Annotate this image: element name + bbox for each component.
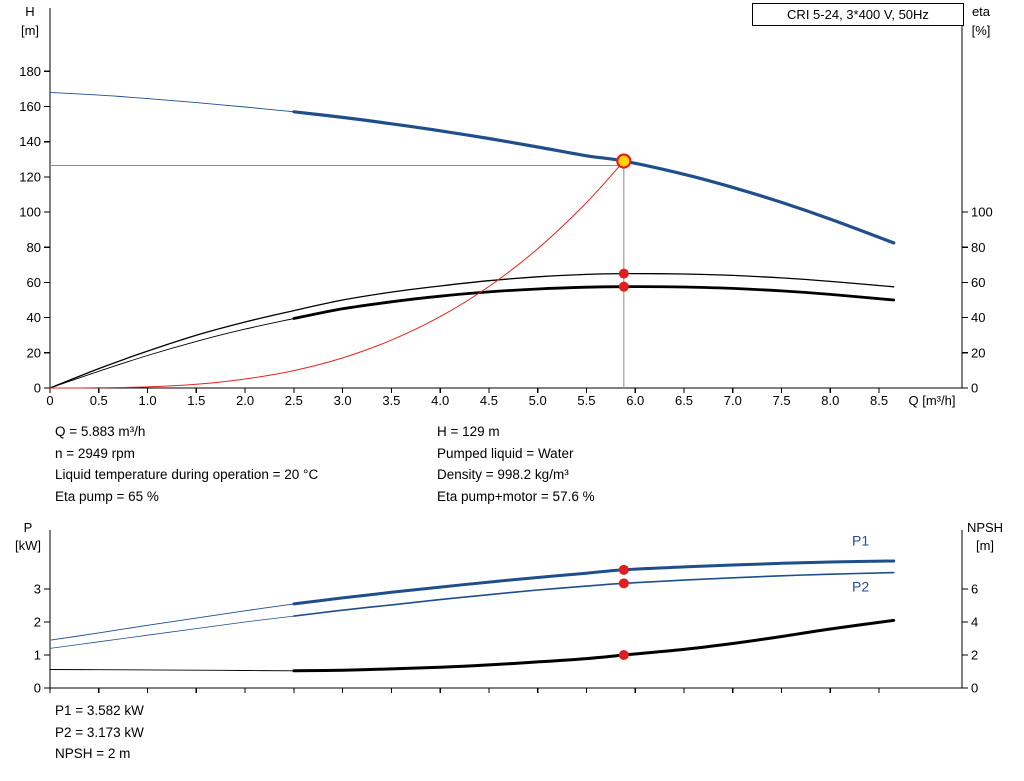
right-tick-label: 40 [971, 310, 985, 325]
operating-info-left: Q = 5.883 m³/h n = 2949 rpm Liquid tempe… [55, 421, 318, 507]
operating-info-right: H = 129 m Pumped liquid = Water Density … [437, 421, 595, 507]
right-axis-title: [m] [976, 538, 994, 553]
p1-curve-extension [49, 603, 295, 641]
x-tick-label: 5.0 [529, 393, 547, 408]
left-tick-label: 3 [34, 582, 41, 597]
system-resistance-curve [49, 160, 625, 389]
npsh-curve-extension [49, 669, 295, 672]
info-p1: P1 = 3.582 kW [55, 703, 144, 718]
right-tick-label: 0 [971, 681, 978, 696]
left-tick-label: 1 [34, 648, 41, 663]
left-tick-label: 40 [27, 310, 41, 325]
x-tick-label: 4.5 [480, 393, 498, 408]
power-axes [44, 530, 968, 693]
eta-pump-curve [49, 272, 895, 389]
info-eta-pump-motor: Eta pump+motor = 57.6 % [437, 488, 595, 504]
head-curve-extension [49, 91, 295, 113]
x-tick-label: 5.5 [577, 393, 595, 408]
left-tick-label: 100 [19, 205, 41, 220]
info-p2: P2 = 3.173 kW [55, 724, 144, 740]
right-axis-title: NPSH [967, 520, 1003, 535]
left-tick-label: 0 [34, 381, 41, 396]
duty-point [616, 153, 632, 169]
left-axis-title: H [25, 4, 34, 19]
left-tick-label: 20 [27, 345, 41, 360]
x-tick-label: 1.0 [139, 393, 157, 408]
qh-eta-chart: 0 0.5 1.0 1.5 2.0 2.5 3.0 3.5 4.0 4.5 5.0 5.5 6.0 6.5… [19, 4, 993, 408]
left-tick-label: 0 [34, 681, 41, 696]
x-tick-label: 7.5 [773, 393, 791, 408]
x-tick-label: 0.5 [90, 393, 108, 408]
right-axis-title: [%] [972, 23, 991, 38]
left-axis-title: [m] [21, 23, 39, 38]
eta-total-point [618, 281, 629, 292]
power-npsh-chart: 0 1 2 3 0 2 4 6 P [kW] NPSH [m] P1 P2 [15, 520, 1003, 696]
info-speed: n = 2949 rpm [55, 445, 135, 461]
x-tick-label: 1.5 [187, 393, 205, 408]
x-tick-label: 6.0 [626, 393, 644, 408]
right-tick-label: 60 [971, 275, 985, 290]
info-pumped-liquid: Pumped liquid = Water [437, 445, 574, 461]
right-tick-label: 4 [971, 615, 978, 630]
x-tick-label: 0 [46, 393, 53, 408]
left-axis-title: [kW] [15, 538, 41, 553]
left-tick-label: 2 [34, 615, 41, 630]
p1-curve-label: P1 [852, 533, 869, 549]
left-tick-label: 60 [27, 275, 41, 290]
p2-curve-extension [49, 615, 295, 649]
x-tick-label: 8.5 [870, 393, 888, 408]
x-tick-label: 6.5 [675, 393, 693, 408]
info-npsh: NPSH = 2 m [55, 746, 131, 761]
left-axis-title: P [24, 520, 33, 535]
right-tick-label: 20 [971, 345, 985, 360]
left-tick-label: 80 [27, 240, 41, 255]
qh-guides [50, 161, 625, 388]
p1-point [618, 564, 629, 575]
pump-model-box: CRI 5-24, 3*400 V, 50Hz [752, 3, 964, 26]
left-tick-label: 140 [19, 134, 41, 149]
x-tick-label: 2.5 [285, 393, 303, 408]
p2-curve-label: P2 [852, 578, 869, 594]
left-tick-label: 160 [19, 99, 41, 114]
x-tick-label: 8.0 [821, 393, 839, 408]
npsh-point [618, 650, 629, 661]
info-liquid-temperature: Liquid temperature during operation = 20… [55, 467, 319, 482]
x-tick-label: 7.0 [724, 393, 742, 408]
x-tick-label: 3.0 [334, 393, 352, 408]
info-eta-pump: Eta pump = 65 % [55, 488, 159, 504]
right-axis-title: eta [972, 4, 991, 19]
info-head: H = 129 m [437, 424, 500, 439]
right-tick-label: 2 [971, 648, 978, 663]
x-tick-label: 3.5 [382, 393, 400, 408]
x-tick-label: 4.0 [431, 393, 449, 408]
right-tick-label: 0 [971, 381, 978, 396]
head-curve [292, 110, 896, 245]
p2-curve [293, 571, 895, 617]
eta-total-curve [292, 285, 896, 320]
left-tick-label: 180 [19, 64, 41, 79]
info-flow: Q = 5.883 m³/h [55, 424, 146, 439]
npsh-curve [292, 618, 896, 673]
info-density: Density = 998.2 kg/m³ [437, 467, 569, 482]
p2-point [618, 578, 629, 589]
eta-pump-point [618, 268, 629, 279]
left-tick-label: 120 [19, 169, 41, 184]
power-info-block: P1 = 3.582 kW P2 = 3.173 kW NPSH = 2 m [55, 700, 144, 765]
eta-total-curve-extension [49, 318, 295, 389]
right-tick-label: 6 [971, 582, 978, 597]
right-tick-label: 80 [971, 240, 985, 255]
x-axis-title: Q [m³/h] [909, 393, 956, 408]
p1-curve [292, 559, 896, 606]
qh-axes [44, 8, 968, 393]
x-tick-label: 2.0 [236, 393, 254, 408]
right-tick-label: 100 [971, 205, 993, 220]
